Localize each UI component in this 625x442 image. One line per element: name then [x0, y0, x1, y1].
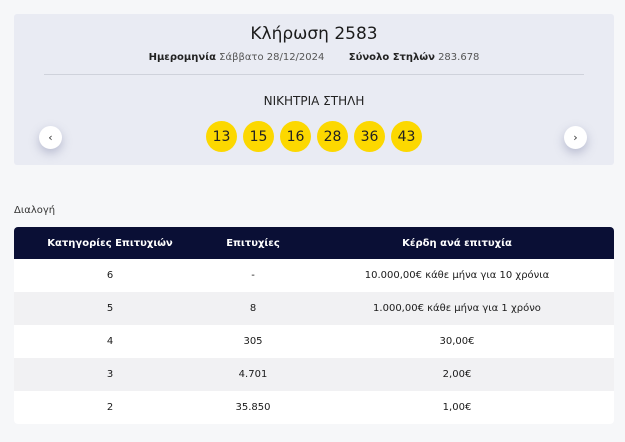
cell-category: 3	[106, 369, 114, 380]
cell-category: 2	[106, 402, 114, 413]
cell-prize: 10.000,00€ κάθε μήνα για 10 χρόνια	[364, 270, 550, 281]
draw-meta: Ημερομηνία Σάββατο 28/12/2024 Σύνολο Στη…	[14, 52, 614, 63]
winning-title: ΝΙΚΗΤΡΙΑ ΣΤΗΛΗ	[263, 94, 365, 108]
number-ball: 15	[243, 121, 274, 152]
prize-table: Κατηγορίες Επιτυχιών Επιτυχίες Κέρδη ανά…	[14, 227, 614, 424]
number-ball: 13	[206, 121, 237, 152]
table-row: 5 8 1.000,00€ κάθε μήνα για 1 χρόνο	[14, 292, 614, 325]
date-value: Σάββατο 28/12/2024	[219, 52, 325, 63]
number-ball: 43	[391, 121, 422, 152]
draw-card: Κλήρωση 2583 Ημερομηνία Σάββατο 28/12/20…	[14, 14, 614, 165]
cell-winners: 305	[243, 336, 263, 347]
next-draw-button[interactable]: ›	[564, 126, 587, 149]
header-winners: Επιτυχίες	[226, 237, 280, 249]
number-ball: 16	[280, 121, 311, 152]
section-label: Διαλογή	[14, 205, 56, 216]
cell-winners: 8	[249, 303, 257, 314]
cell-winners: 4.701	[238, 369, 268, 380]
chevron-left-icon: ‹	[48, 131, 53, 144]
total-value: 283.678	[438, 52, 480, 63]
date-label: Ημερομηνία	[148, 52, 216, 63]
table-row: 2 35.850 1,00€	[14, 391, 614, 424]
cell-prize: 2,00€	[442, 369, 472, 380]
cell-category: 4	[106, 336, 114, 347]
chevron-right-icon: ›	[573, 131, 578, 144]
header-prize: Κέρδη ανά επιτυχία	[402, 237, 512, 249]
cell-prize: 1.000,00€ κάθε μήνα για 1 χρόνο	[373, 303, 541, 314]
table-header: Κατηγορίες Επιτυχιών Επιτυχίες Κέρδη ανά…	[14, 227, 614, 259]
table-row: 4 305 30,00€	[14, 325, 614, 358]
draw-title: Κλήρωση 2583	[250, 24, 378, 44]
cell-winners: 35.850	[235, 402, 271, 413]
cell-category: 5	[106, 303, 114, 314]
table-row: 3 4.701 2,00€	[14, 358, 614, 391]
cell-prize: 1,00€	[442, 402, 472, 413]
cell-winners: -	[251, 270, 255, 281]
divider	[44, 74, 584, 75]
table-row: 6 - 10.000,00€ κάθε μήνα για 10 χρόνια	[14, 259, 614, 292]
number-ball: 36	[354, 121, 385, 152]
winning-numbers: 13 15 16 28 36 43	[14, 121, 614, 152]
number-ball: 28	[317, 121, 348, 152]
cell-category: 6	[106, 270, 114, 281]
prev-draw-button[interactable]: ‹	[39, 126, 62, 149]
total-label: Σύνολο Στηλών	[348, 52, 435, 63]
header-categories: Κατηγορίες Επιτυχιών	[47, 237, 173, 249]
cell-prize: 30,00€	[439, 336, 475, 347]
